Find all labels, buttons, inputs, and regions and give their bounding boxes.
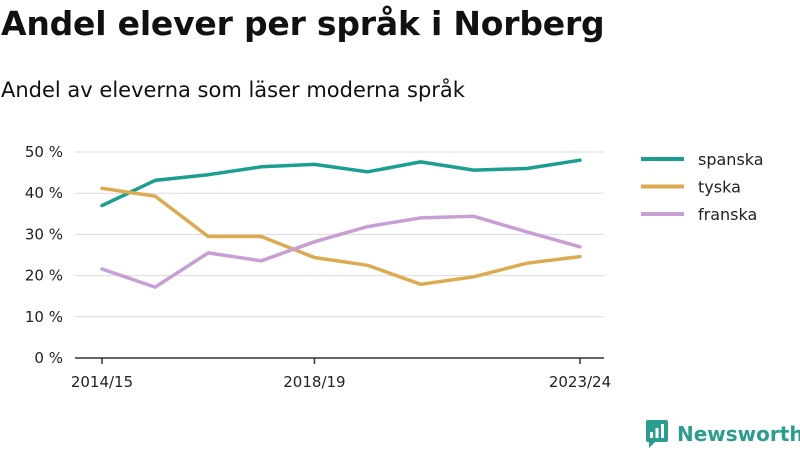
x-tick-label: 2014/15 bbox=[71, 373, 133, 391]
y-tick-label: 10 % bbox=[25, 308, 63, 326]
x-tick-label: 2023/24 bbox=[549, 373, 611, 391]
chart-title: Andel elever per språk i Norberg bbox=[1, 4, 605, 43]
newsworthy-logo-icon bbox=[646, 420, 668, 448]
brand-name: Newsworthy bbox=[677, 422, 800, 446]
y-tick-label: 0 % bbox=[34, 349, 63, 367]
brand: Newsworthy bbox=[645, 419, 800, 449]
series-line-franska bbox=[100, 214, 582, 289]
y-tick-label: 20 % bbox=[25, 267, 63, 285]
y-tick-label: 30 % bbox=[25, 225, 63, 243]
legend-label-tyska: tyska bbox=[698, 178, 741, 197]
legend-label-franska: franska bbox=[698, 205, 757, 224]
y-tick-label: 50 % bbox=[25, 143, 63, 161]
series-line-tyska bbox=[100, 186, 582, 287]
series-line-spanska bbox=[100, 158, 582, 208]
x-tick-label: 2018/19 bbox=[283, 373, 345, 391]
legend-label-spanska: spanska bbox=[698, 150, 764, 169]
chart-subtitle: Andel av eleverna som läser moderna språ… bbox=[1, 78, 465, 102]
y-tick-label: 40 % bbox=[25, 184, 63, 202]
